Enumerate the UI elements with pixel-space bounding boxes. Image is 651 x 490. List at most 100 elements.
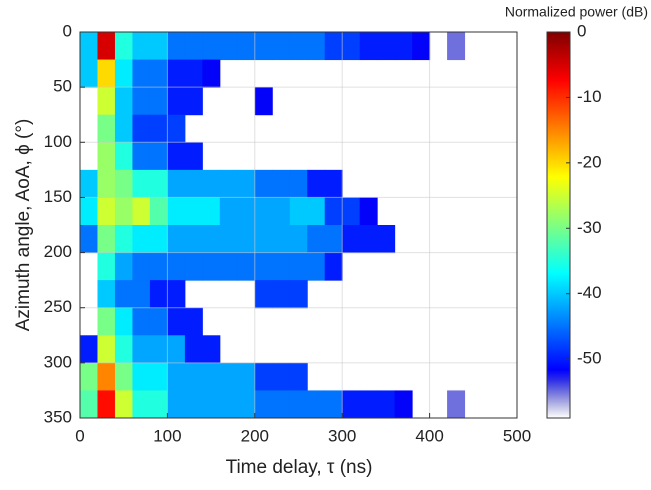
heat-cell: [359, 197, 378, 226]
heat-cell: [132, 142, 151, 171]
heat-cell: [254, 362, 273, 391]
heat-cell: [342, 32, 361, 61]
heat-cell: [359, 390, 378, 419]
colorbar-tick-label: -10: [577, 87, 602, 106]
heat-cell: [342, 390, 361, 419]
y-tick-label: 50: [53, 77, 72, 96]
heat-cell: [114, 252, 133, 281]
heat-cell: [447, 32, 466, 61]
heat-cell: [114, 390, 133, 419]
heat-cell: [342, 197, 361, 226]
heat-cell: [184, 169, 203, 198]
heat-cell: [184, 225, 203, 254]
heat-cell: [289, 225, 308, 254]
heat-cell: [167, 87, 186, 116]
heat-cell: [202, 252, 221, 281]
heat-cell: [97, 307, 116, 336]
heat-cell: [132, 307, 151, 336]
heat-cell: [97, 225, 116, 254]
heat-cell: [254, 169, 273, 198]
heat-cell: [377, 32, 396, 61]
heat-cell: [324, 32, 343, 61]
heat-cell: [184, 390, 203, 419]
heat-cell: [132, 362, 151, 391]
y-tick-label: 150: [44, 187, 72, 206]
heat-cell: [97, 252, 116, 281]
heat-cell: [97, 280, 116, 309]
heat-cell: [412, 32, 431, 61]
heat-cell: [324, 197, 343, 226]
heat-cell: [114, 59, 133, 88]
colorbar-tick-label: -20: [577, 152, 602, 171]
heat-cell: [359, 225, 378, 254]
heat-cell: [202, 390, 221, 419]
heat-cell: [254, 32, 273, 61]
heat-cell: [237, 197, 256, 226]
heat-cell: [219, 169, 238, 198]
heat-cell: [237, 390, 256, 419]
heat-cell: [97, 390, 116, 419]
heat-cell: [324, 169, 343, 198]
heat-cell: [184, 59, 203, 88]
heat-cell: [132, 225, 151, 254]
colorbar-tick-label: -40: [577, 283, 602, 302]
heat-cell: [202, 225, 221, 254]
heat-cell: [80, 169, 98, 198]
heat-cell: [97, 335, 116, 364]
heat-cell: [307, 252, 326, 281]
heat-cell: [254, 252, 273, 281]
heat-cell: [272, 32, 291, 61]
heat-cell: [167, 362, 186, 391]
heat-cell: [307, 32, 326, 61]
x-tick-label: 100: [153, 426, 181, 445]
heat-cell: [219, 32, 238, 61]
heat-cell: [114, 335, 133, 364]
heat-cell: [272, 280, 291, 309]
heat-cell: [149, 362, 168, 391]
heat-cell: [219, 252, 238, 281]
heat-cell: [114, 362, 133, 391]
heat-cell: [114, 197, 133, 226]
heat-cell: [184, 197, 203, 226]
x-tick-label: 400: [415, 426, 443, 445]
heat-cell: [184, 335, 203, 364]
heat-cell: [149, 197, 168, 226]
heat-cell: [289, 169, 308, 198]
heat-cell: [114, 32, 133, 61]
y-tick-label: 250: [44, 297, 72, 316]
heat-cell: [184, 362, 203, 391]
heat-cell: [289, 390, 308, 419]
heat-cell: [167, 252, 186, 281]
x-tick-label: 500: [503, 426, 531, 445]
heat-cell: [132, 32, 151, 61]
heat-cell: [167, 225, 186, 254]
colorbar: [546, 31, 571, 419]
heat-cell: [132, 280, 151, 309]
heat-cell: [184, 87, 203, 116]
heat-cell: [359, 32, 378, 61]
heat-cell: [114, 280, 133, 309]
heat-cell: [114, 169, 133, 198]
heat-cell: [132, 59, 151, 88]
heat-cell: [447, 390, 466, 419]
heat-cell: [324, 225, 343, 254]
heat-cell: [324, 252, 343, 281]
heat-cell: [167, 280, 186, 309]
y-tick-label: 350: [44, 407, 72, 426]
heat-cell: [394, 390, 413, 419]
heat-cell: [254, 280, 273, 309]
heat-cell: [202, 197, 221, 226]
heat-cell: [167, 142, 186, 171]
heat-cell: [394, 32, 413, 61]
heat-cell: [80, 32, 98, 61]
heat-cell: [167, 390, 186, 419]
heat-cell: [97, 87, 116, 116]
heat-cell: [132, 335, 151, 364]
heat-cell: [167, 197, 186, 226]
heat-cell: [167, 59, 186, 88]
heat-cell: [237, 252, 256, 281]
colorbar-label: Normalized power (dB): [505, 4, 648, 20]
y-tick-label: 100: [44, 132, 72, 151]
heat-cell: [114, 225, 133, 254]
